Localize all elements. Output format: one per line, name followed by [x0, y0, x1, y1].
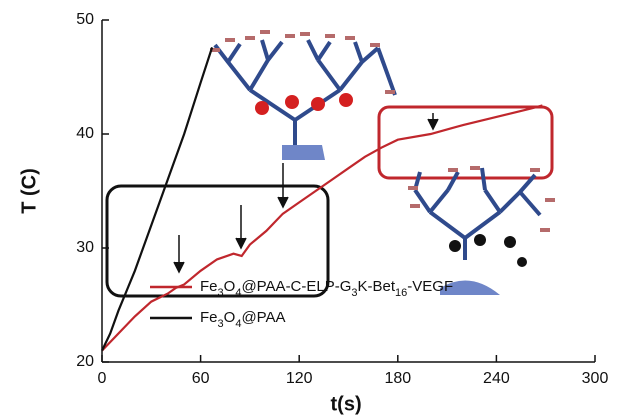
legend-label: Fe3O4@PAA-C-ELP-G3K-Bet16-VEGF [200, 278, 453, 299]
x-tick-label: 60 [192, 370, 210, 387]
x-tick-label: 300 [582, 370, 609, 387]
x-tick-label: 240 [483, 370, 510, 387]
x-tick-label: 120 [286, 370, 313, 387]
chart: t(s) T (C) 0 60 120 180 240 300 20 30 40 50 Fe3O4@… [0, 0, 621, 418]
y-tick-label: 30 [76, 239, 94, 256]
line-series [102, 47, 212, 350]
x-tick-label: 180 [384, 370, 411, 387]
x-axis-label: t(s) [331, 393, 362, 415]
y-tick-label: 50 [76, 11, 94, 28]
y-axis-label: T (C) [18, 168, 40, 214]
y-tick-label: 20 [76, 353, 94, 370]
legend-label: Fe3O4@PAA [200, 309, 286, 330]
y-tick-label: 40 [76, 125, 94, 142]
x-tick-label: 0 [98, 370, 107, 387]
